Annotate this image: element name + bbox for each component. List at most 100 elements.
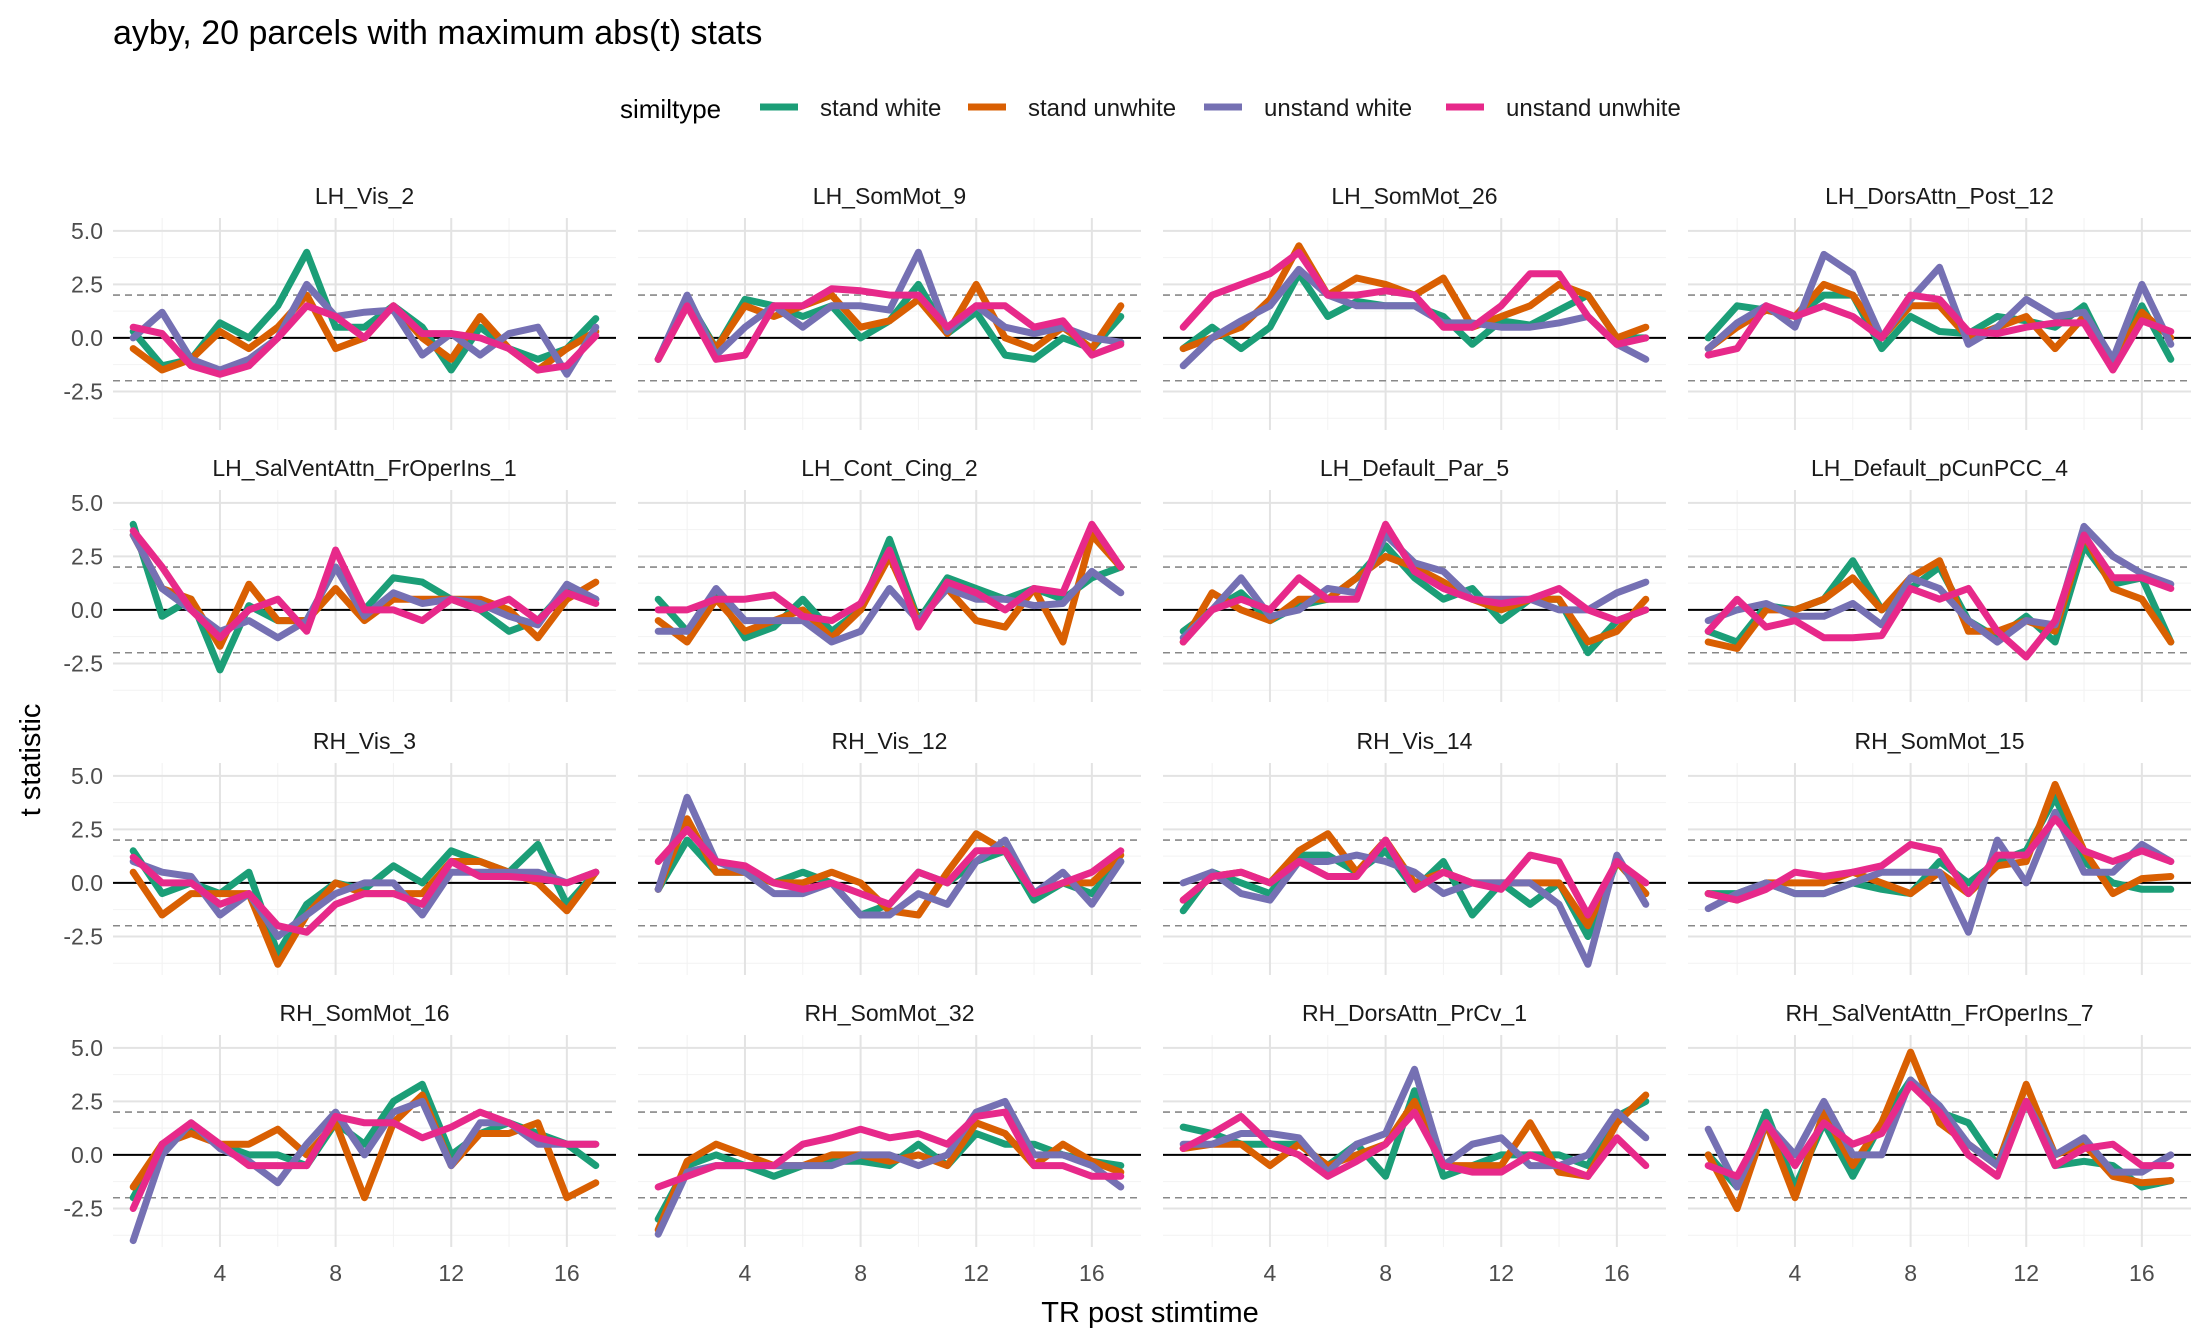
panel-title: RH_SomMot_16	[279, 1000, 449, 1026]
series-line-stand-unwhite	[1704, 1048, 2175, 1212]
panel-RH_Vis_3: RH_Vis_3 -2.5 0.0 2.5 5.0	[63, 728, 616, 975]
legend-label-unstand-unwhite: unstand unwhite	[1506, 95, 1681, 122]
panel-RH_SomMot_32: RH_SomMot_32 4 8 12 16	[638, 1000, 1141, 1286]
series-line-unstand-white	[129, 280, 600, 378]
x-tick-label: 12	[1488, 1260, 1514, 1286]
x-axis-label: TR post stimtime	[1041, 1297, 1259, 1329]
legend: similtype stand white stand unwhite unstand…	[620, 94, 1681, 124]
panel-title: LH_Default_pCunPCC_4	[1811, 455, 2068, 481]
panel-RH_SomMot_15: RH_SomMot_15	[1688, 728, 2191, 975]
series-line-unstand-white	[654, 567, 1125, 646]
x-tick-label: 12	[2013, 1260, 2039, 1286]
x-tick-label: 12	[963, 1260, 989, 1286]
x-tick-label: 4	[1789, 1260, 1802, 1286]
legend-title: similtype	[620, 94, 721, 124]
panel-LH_SomMot_26: LH_SomMot_26	[1163, 183, 1666, 430]
y-tick-label: -2.5	[63, 923, 103, 949]
panel-title: RH_Vis_14	[1357, 728, 1473, 754]
series-line-unstand-white	[1704, 250, 2175, 363]
x-tick-label: 8	[854, 1260, 867, 1286]
y-tick-label: 0.0	[71, 870, 103, 896]
series-line-unstand-unwhite	[129, 1108, 600, 1212]
panel-title: RH_SomMot_32	[804, 1000, 974, 1026]
y-tick-label: 5.0	[71, 763, 103, 789]
series-line-unstand-unwhite	[1704, 1080, 2175, 1180]
panel-title: LH_Vis_2	[315, 183, 414, 209]
y-tick-label: 5.0	[71, 218, 103, 244]
x-tick-label: 16	[554, 1260, 580, 1286]
y-tick-label: 0.0	[71, 325, 103, 351]
series-line-unstand-unwhite	[1179, 836, 1650, 919]
facet-panels: LH_Vis_2 -2.5 0.0 2.5 5.0 LH_SomMot_9 LH_SomMo…	[63, 183, 2191, 1286]
panel-title: RH_DorsAttn_PrCv_1	[1302, 1000, 1527, 1026]
panel-title: RH_SalVentAttn_FrOperIns_7	[1785, 1000, 2093, 1026]
series-line-unstand-white	[129, 858, 600, 940]
y-tick-label: 2.5	[71, 816, 103, 842]
series-line-unstand-unwhite	[129, 527, 600, 642]
panel-LH_Vis_2: LH_Vis_2 -2.5 0.0 2.5 5.0	[63, 183, 616, 430]
y-tick-label: 0.0	[71, 597, 103, 623]
y-tick-label: -2.5	[63, 1195, 103, 1221]
panel-RH_Vis_14: RH_Vis_14	[1163, 728, 1666, 975]
x-tick-label: 4	[739, 1260, 752, 1286]
series-line-unstand-unwhite	[654, 520, 1125, 631]
series-line-unstand-white	[1704, 1076, 2175, 1191]
y-tick-label: 2.5	[71, 271, 103, 297]
series-line-unstand-unwhite	[1179, 520, 1650, 646]
x-tick-label: 16	[1604, 1260, 1630, 1286]
panel-title: RH_Vis_3	[313, 728, 416, 754]
x-tick-label: 4	[214, 1260, 227, 1286]
series-line-stand-white	[654, 1130, 1125, 1223]
panel-LH_DorsAttn_Post_12: LH_DorsAttn_Post_12	[1688, 183, 2191, 430]
y-tick-label: -2.5	[63, 650, 103, 676]
series-line-unstand-unwhite	[1704, 291, 2175, 374]
panel-LH_SalVentAttn_FrOperIns_1: LH_SalVentAttn_FrOperIns_1 -2.5 0.0 2.5 5.0	[63, 455, 616, 702]
y-tick-label: 0.0	[71, 1142, 103, 1168]
y-tick-label: 2.5	[71, 1088, 103, 1114]
x-tick-label: 4	[1264, 1260, 1277, 1286]
series-line-stand-unwhite	[654, 1119, 1125, 1234]
legend-label-stand-unwhite: stand unwhite	[1028, 95, 1176, 122]
series-line-stand-unwhite	[654, 280, 1125, 363]
panel-title: LH_DorsAttn_Post_12	[1825, 183, 2054, 209]
series-line-unstand-white	[1179, 851, 1650, 968]
x-tick-label: 16	[1079, 1260, 1105, 1286]
series-line-stand-white	[129, 520, 600, 674]
legend-label-stand-white: stand white	[820, 95, 941, 122]
series-line-unstand-white	[1179, 265, 1650, 370]
panel-RH_Vis_12: RH_Vis_12	[638, 728, 1141, 975]
panel-RH_SalVentAttn_FrOperIns_7: RH_SalVentAttn_FrOperIns_7 4 8 12 16	[1688, 1000, 2191, 1286]
x-tick-label: 12	[438, 1260, 464, 1286]
series-line-unstand-unwhite	[1179, 1108, 1650, 1180]
legend-label-unstand-white: unstand white	[1264, 95, 1412, 122]
y-axis-label: t statistic	[15, 704, 47, 817]
panel-LH_Default_Par_5: LH_Default_Par_5	[1163, 455, 1666, 702]
series-line-unstand-unwhite	[1704, 531, 2175, 661]
panel-title: LH_Default_Par_5	[1320, 455, 1509, 481]
y-tick-label: 2.5	[71, 543, 103, 569]
y-tick-label: -2.5	[63, 378, 103, 404]
series-line-stand-white	[129, 840, 600, 958]
panel-RH_DorsAttn_PrCv_1: RH_DorsAttn_PrCv_1 4 8 12 16	[1163, 1000, 1666, 1286]
series-line-stand-unwhite	[1179, 1091, 1650, 1180]
panel-LH_SomMot_9: LH_SomMot_9	[638, 183, 1141, 430]
series-line-unstand-white	[1704, 522, 2175, 646]
panel-title: LH_SomMot_26	[1331, 183, 1497, 209]
series-line-unstand-unwhite	[654, 285, 1125, 363]
panel-title: LH_SomMot_9	[813, 183, 966, 209]
panel-title: LH_SalVentAttn_FrOperIns_1	[212, 455, 516, 481]
series-line-unstand-unwhite	[654, 825, 1125, 908]
series-line-unstand-unwhite	[129, 302, 600, 378]
panel-title: LH_Cont_Cing_2	[801, 455, 977, 481]
x-tick-label: 8	[1904, 1260, 1917, 1286]
panel-RH_SomMot_16: RH_SomMot_16 -2.5 0.0 2.5 5.0 4 8 12 16	[63, 1000, 616, 1286]
y-tick-label: 5.0	[71, 490, 103, 516]
series-line-unstand-unwhite	[654, 1108, 1125, 1191]
panel-LH_Cont_Cing_2: LH_Cont_Cing_2	[638, 455, 1141, 702]
series-line-unstand-white	[654, 248, 1125, 363]
panel-title: RH_Vis_12	[832, 728, 948, 754]
chart-title: ayby, 20 parcels with maximum abs(t) sta…	[113, 14, 762, 52]
x-tick-label: 8	[329, 1260, 342, 1286]
x-tick-label: 16	[2129, 1260, 2155, 1286]
